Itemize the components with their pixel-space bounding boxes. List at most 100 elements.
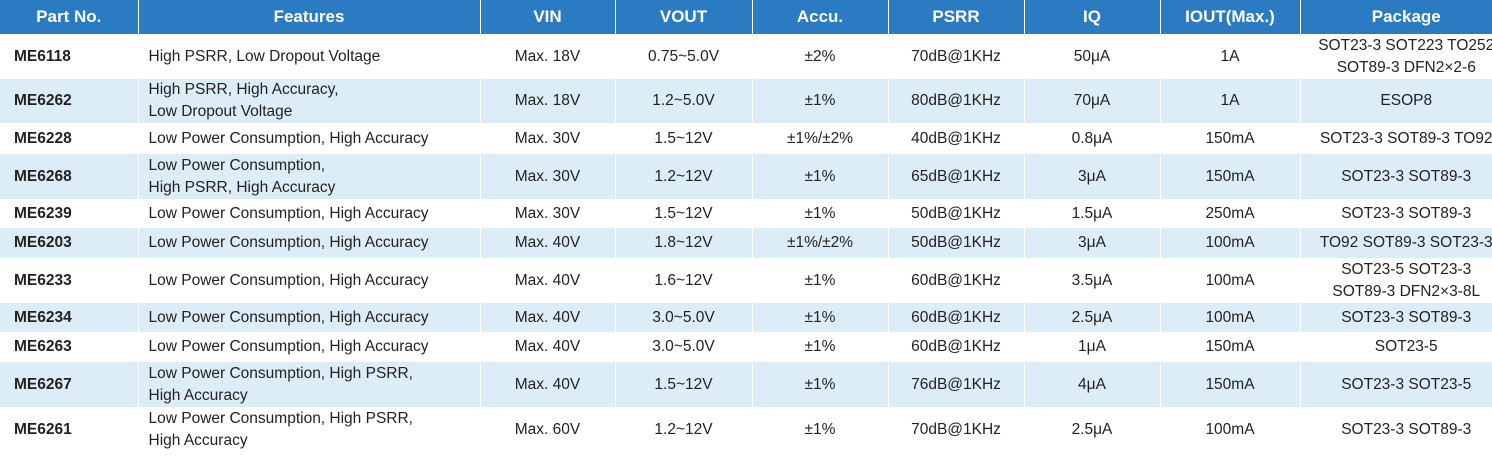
table-row: ME6203 Low Power Consumption, High Accura… [0,228,1492,258]
iq-cell: 70μA [1024,79,1161,123]
accuracy-cell: ±1% [752,332,889,362]
accuracy-cell: ±1% [752,154,889,199]
table-row: ME6267 Low Power Consumption, High PSRR, … [0,362,1492,407]
vin-cell: Max. 40V [480,303,616,332]
vout-cell: 1.5~12V [615,199,753,228]
features-cell: Low Power Consumption, High Accuracy [138,199,481,228]
iout-cell: 150mA [1160,123,1301,154]
part-number-cell: ME6268 [0,154,139,199]
part-number-cell: ME6233 [0,258,139,303]
package-cell: SOT23-3 SOT89-3 [1300,407,1492,452]
header-part-no: Part No. [0,0,139,34]
accuracy-cell: ±2% [752,34,889,79]
psrr-cell: 50dB@1KHz [888,199,1025,228]
iout-cell: 150mA [1160,362,1301,407]
iq-cell: 0.8μA [1024,123,1161,154]
part-number-cell: ME6118 [0,34,139,79]
accuracy-cell: ±1%/±2% [752,123,889,154]
part-number-cell: ME6239 [0,199,139,228]
part-number-cell: ME6228 [0,123,139,154]
iout-cell: 100mA [1160,228,1301,258]
package-cell: SOT23-3 SOT89-3 [1300,199,1492,228]
accuracy-cell: ±1% [752,258,889,303]
features-cell: Low Power Consumption, High Accuracy [138,123,481,154]
features-cell: Low Power Consumption, High Accuracy [138,228,481,258]
features-cell: Low Power Consumption, High PSRR, High A… [138,362,481,407]
iout-cell: 1A [1160,79,1301,123]
features-cell: Low Power Consumption, High Accuracy [138,332,481,362]
iout-cell: 150mA [1160,332,1301,362]
vout-cell: 3.0~5.0V [615,303,753,332]
iq-cell: 3.5μA [1024,258,1161,303]
table-row: ME6262 High PSRR, High Accuracy, Low Drop… [0,79,1492,123]
iq-cell: 50μA [1024,34,1161,79]
package-cell: SOT23-3 SOT23-5 [1300,362,1492,407]
iout-cell: 250mA [1160,199,1301,228]
vout-cell: 1.8~12V [615,228,753,258]
psrr-cell: 40dB@1KHz [888,123,1025,154]
vin-cell: Max. 30V [480,154,616,199]
part-number-cell: ME6203 [0,228,139,258]
psrr-cell: 70dB@1KHz [888,34,1025,79]
table-body: ME6118 High PSRR, Low Dropout Voltage Max.… [0,34,1492,452]
iq-cell: 3μA [1024,154,1161,199]
features-cell: Low Power Consumption, High Accuracy [138,258,481,303]
header-psrr: PSRR [888,0,1025,34]
vin-cell: Max. 30V [480,123,616,154]
table-row: ME6233 Low Power Consumption, High Accura… [0,258,1492,303]
package-cell: SOT23-3 SOT89-3 [1300,154,1492,199]
accuracy-cell: ±1% [752,407,889,452]
table-row: ME6263 Low Power Consumption, High Accura… [0,332,1492,362]
vout-cell: 0.75~5.0V [615,34,753,79]
psrr-cell: 76dB@1KHz [888,362,1025,407]
iq-cell: 1μA [1024,332,1161,362]
iout-cell: 150mA [1160,154,1301,199]
vout-cell: 1.5~12V [615,123,753,154]
vout-cell: 1.5~12V [615,362,753,407]
iout-cell: 100mA [1160,407,1301,452]
package-cell: SOT23-3 SOT89-3 TO92 [1300,123,1492,154]
header-vout: VOUT [615,0,753,34]
psrr-cell: 60dB@1KHz [888,303,1025,332]
package-cell: SOT23-5 SOT23-3 SOT89-3 DFN2×3-8L [1300,258,1492,303]
vout-cell: 3.0~5.0V [615,332,753,362]
package-cell: ESOP8 [1300,79,1492,123]
table-row: ME6228 Low Power Consumption, High Accura… [0,123,1492,154]
iq-cell: 4μA [1024,362,1161,407]
features-cell: High PSRR, Low Dropout Voltage [138,34,481,79]
part-number-cell: ME6234 [0,303,139,332]
psrr-cell: 60dB@1KHz [888,258,1025,303]
package-cell: SOT23-5 [1300,332,1492,362]
header-package: Package [1300,0,1492,34]
features-cell: Low Power Consumption, High Accuracy [138,303,481,332]
vin-cell: Max. 18V [480,34,616,79]
part-number-cell: ME6263 [0,332,139,362]
package-cell: SOT23-3 SOT89-3 [1300,303,1492,332]
iq-cell: 1.5μA [1024,199,1161,228]
vin-cell: Max. 40V [480,362,616,407]
table-row: ME6239 Low Power Consumption, High Accura… [0,199,1492,228]
psrr-cell: 70dB@1KHz [888,407,1025,452]
psrr-cell: 65dB@1KHz [888,154,1025,199]
psrr-cell: 80dB@1KHz [888,79,1025,123]
part-number-cell: ME6267 [0,362,139,407]
header-iq: IQ [1024,0,1161,34]
vout-cell: 1.2~12V [615,407,753,452]
vout-cell: 1.6~12V [615,258,753,303]
package-cell: SOT23-3 SOT223 TO252 SOT89-3 DFN2×2-6 [1300,34,1492,79]
package-cell: TO92 SOT89-3 SOT23-3 [1300,228,1492,258]
accuracy-cell: ±1% [752,303,889,332]
accuracy-cell: ±1% [752,362,889,407]
accuracy-cell: ±1%/±2% [752,228,889,258]
iq-cell: 2.5μA [1024,407,1161,452]
vin-cell: Max. 60V [480,407,616,452]
iq-cell: 2.5μA [1024,303,1161,332]
vin-cell: Max. 40V [480,258,616,303]
table-row: ME6234 Low Power Consumption, High Accura… [0,303,1492,332]
part-number-cell: ME6261 [0,407,139,452]
table-row: ME6118 High PSRR, Low Dropout Voltage Max.… [0,34,1492,79]
table-row: ME6268 Low Power Consumption, High PSRR, … [0,154,1492,199]
features-cell: High PSRR, High Accuracy, Low Dropout Vo… [138,79,481,123]
iout-cell: 100mA [1160,258,1301,303]
